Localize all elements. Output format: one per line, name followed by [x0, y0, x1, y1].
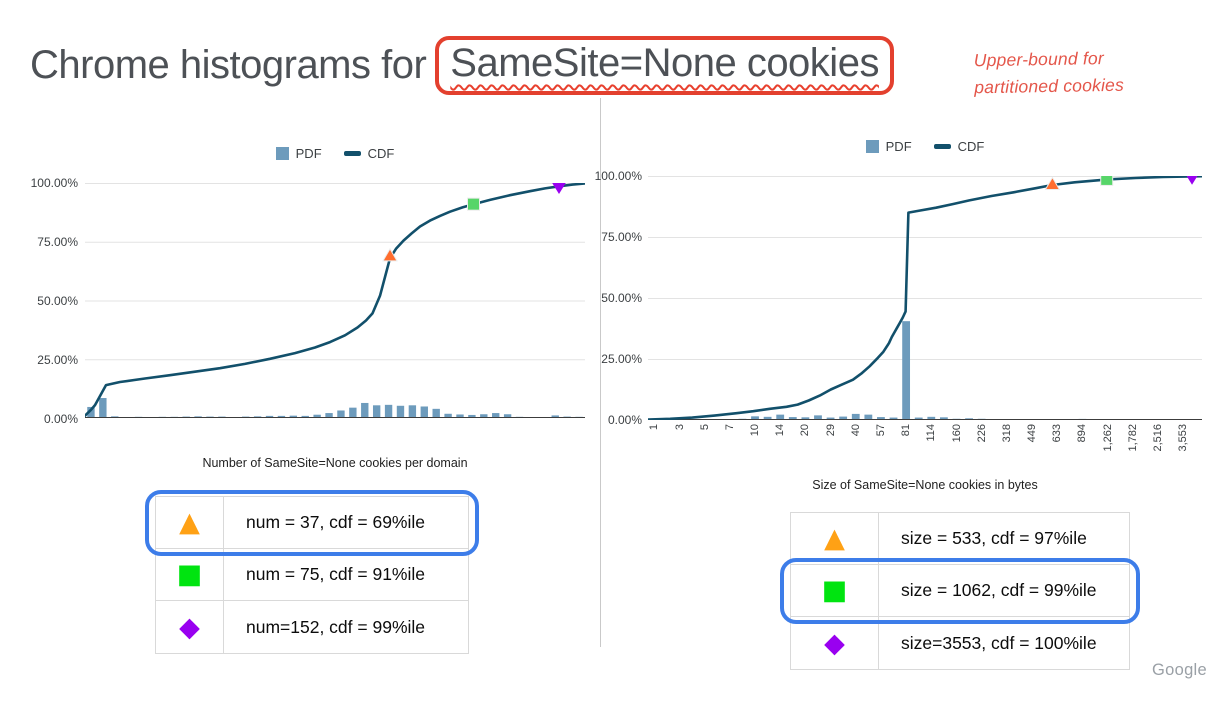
x-tick-label: 2,516 — [1151, 424, 1164, 452]
title-prefix: Chrome histograms for — [30, 43, 427, 87]
marker-legend-table: ▲ num = 37, cdf = 69%ile ■ num = 75, cdf = … — [145, 490, 479, 654]
cdf-legend-label: CDF — [367, 146, 395, 161]
table-row: ■ size = 1062, cdf = 99%ile — [791, 565, 1129, 617]
annotation-line-2: partitioned cookies — [974, 74, 1125, 98]
x-tick-label: 894 — [1076, 424, 1089, 443]
cdf-swatch-icon — [933, 144, 951, 149]
x-tick-label: 449 — [1026, 424, 1038, 443]
y-tick-label: 75.00% — [601, 230, 642, 244]
cdf-swatch-icon — [343, 151, 361, 156]
pdf-legend-label: PDF — [295, 146, 322, 161]
triangle-down-marker — [1186, 176, 1198, 185]
marker-icon: ▲ — [156, 497, 224, 548]
x-tick-label: 3 — [673, 424, 686, 431]
y-axis-labels: 100.00% 75.00% 50.00% 25.00% 0.00% — [18, 176, 78, 426]
x-axis-title: Number of SameSite=None cookies per doma… — [202, 456, 468, 470]
y-axis-labels: 100.00% 75.00% 50.00% 25.00% 0.00% — [578, 169, 642, 427]
table-row: ■ num = 75, cdf = 91%ile — [156, 549, 468, 601]
chart-legend: PDF CDF — [648, 139, 1202, 154]
table-row: ◆ num=152, cdf = 99%ile — [156, 601, 468, 653]
marker-icon: ■ — [791, 565, 879, 616]
triangle-up-marker — [1044, 176, 1061, 191]
plot-area — [648, 176, 1202, 420]
table-row-label: num=152, cdf = 99%ile — [246, 616, 426, 637]
cdf-legend-label: CDF — [957, 139, 985, 154]
handwritten-annotation: Upper-bound for partitioned cookies — [974, 45, 1125, 102]
x-tick-label: 7 — [723, 424, 736, 431]
square-marker — [1100, 176, 1114, 186]
marker-legend-table: ▲ size = 533, cdf = 97%ile ■ size = 1062, c… — [780, 512, 1140, 670]
triangle-down-marker — [552, 183, 566, 195]
pdf-legend-label: PDF — [885, 139, 912, 154]
y-tick-label: 25.00% — [37, 353, 78, 367]
title-red-box: SameSite=None cookies — [435, 36, 894, 95]
table-row: ▲ num = 37, cdf = 69%ile — [156, 497, 468, 549]
triangle-up-marker — [382, 247, 398, 262]
table-row: ◆ size=3553, cdf = 100%ile — [791, 617, 1129, 669]
y-tick-label: 25.00% — [601, 352, 642, 366]
marker-table-body: ▲ num = 37, cdf = 69%ile ■ num = 75, cdf = … — [155, 496, 469, 654]
pdf-swatch-icon — [865, 140, 879, 153]
x-tick-label: 318 — [1000, 424, 1013, 443]
x-tick-label: 1 — [648, 424, 661, 431]
table-row: ▲ size = 533, cdf = 97%ile — [791, 513, 1129, 565]
x-tick-label: 20 — [799, 424, 812, 437]
page-title: Chrome histograms for SameSite=None cook… — [30, 36, 894, 95]
annotation-line-1: Upper-bound for — [973, 48, 1105, 71]
marker-table-body: ▲ size = 533, cdf = 97%ile ■ size = 1062, c… — [790, 512, 1130, 670]
plot-area — [85, 183, 585, 418]
x-tick-label: 226 — [975, 424, 988, 443]
x-tick-label: 633 — [1051, 424, 1064, 443]
x-tick-label: 114 — [925, 424, 938, 442]
y-tick-label: 75.00% — [37, 235, 78, 249]
y-tick-label: 50.00% — [601, 291, 642, 305]
x-axis-title: Size of SameSite=None cookies in bytes — [812, 478, 1038, 492]
y-tick-label: 0.00% — [43, 412, 78, 426]
pdf-swatch-icon — [275, 147, 289, 160]
vertical-divider — [600, 98, 601, 647]
table-row-label: num = 75, cdf = 91%ile — [246, 564, 425, 584]
y-tick-label: 100.00% — [30, 176, 78, 190]
x-axis-ticks: 1 3 5 7 10 14 20 29 40 57 81 114 160 226 318 449 633 894 1… — [648, 424, 1202, 472]
y-tick-label: 100.00% — [594, 169, 642, 183]
x-tick-label: 29 — [824, 424, 837, 437]
x-tick-label: 1,782 — [1126, 424, 1139, 452]
google-watermark: Google — [1151, 661, 1207, 679]
marker-icon: ■ — [156, 549, 224, 600]
x-tick-label: 1,262 — [1101, 424, 1114, 452]
y-tick-label: 50.00% — [37, 294, 78, 308]
table-row-label: size=3553, cdf = 100%ile — [901, 632, 1097, 653]
table-row-label: size = 1062, cdf = 99%ile — [901, 580, 1097, 600]
table-row-label: size = 533, cdf = 97%ile — [901, 528, 1087, 548]
marker-icon: ▲ — [791, 513, 879, 564]
marker-icon: ◆ — [156, 601, 224, 653]
x-tick-label: 10 — [749, 424, 761, 437]
x-tick-label: 5 — [698, 424, 711, 431]
x-tick-label: 160 — [950, 424, 963, 443]
x-tick-label: 81 — [900, 424, 913, 437]
chart-legend: PDF CDF — [85, 146, 585, 161]
title-boxed-text: SameSite=None cookies — [450, 41, 879, 85]
square-marker — [467, 197, 480, 211]
x-tick-label: 14 — [774, 424, 787, 437]
marker-icon: ◆ — [791, 617, 879, 669]
x-tick-label: 3,553 — [1177, 424, 1190, 452]
x-tick-label: 57 — [874, 424, 887, 437]
table-row-label: num = 37, cdf = 69%ile — [246, 512, 425, 532]
y-tick-label: 0.00% — [607, 413, 642, 427]
x-tick-label: 40 — [849, 424, 862, 437]
